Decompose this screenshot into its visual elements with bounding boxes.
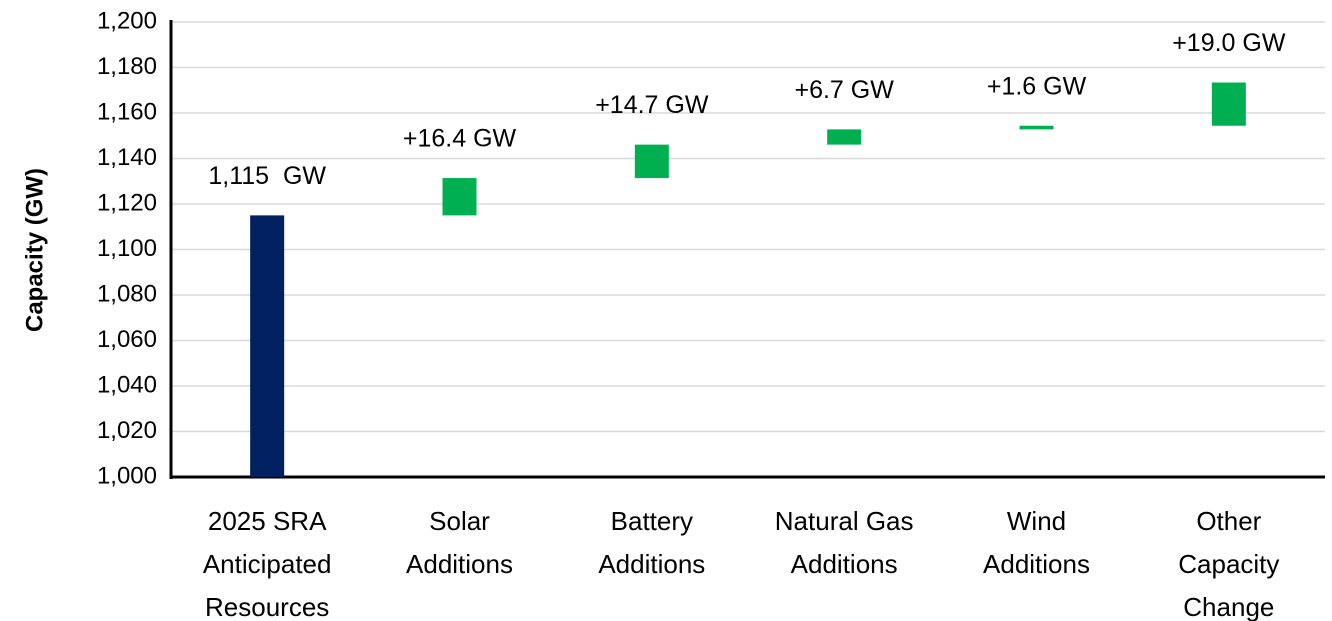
x-tick-label: Solar Additions: [406, 506, 513, 579]
x-tick-label: 2025 SRA Anticipated Resources: [202, 506, 332, 621]
y-axis-label: Capacity (GW): [21, 168, 48, 332]
y-tick-label: 1,160: [97, 98, 157, 125]
data-label: +16.4 GW: [403, 125, 517, 153]
bar: [827, 129, 862, 145]
bar: [442, 178, 477, 216]
y-tick-label: 1,200: [97, 7, 157, 34]
y-tick-label: 1,000: [97, 462, 157, 489]
y-tick-label: 1,060: [97, 326, 157, 353]
y-tick-label: 1,140: [97, 144, 157, 171]
bar: [1019, 125, 1054, 130]
bar: [250, 215, 285, 477]
x-tick-label: Other Capacity Change: [1178, 506, 1280, 621]
x-tick-label: Battery Additions: [598, 506, 706, 579]
x-tick-label: Wind Additions: [983, 506, 1090, 579]
data-label: +6.7 GW: [794, 76, 894, 104]
bar: [634, 144, 669, 179]
data-label: +1.6 GW: [987, 72, 1087, 100]
bar: [1211, 82, 1246, 126]
y-tick-label: 1,080: [97, 280, 157, 307]
y-tick-label: 1,020: [97, 417, 157, 444]
y-tick-label: 1,100: [97, 235, 157, 262]
data-label: +19.0 GW: [1172, 29, 1286, 57]
y-tick-label: 1,120: [97, 189, 157, 216]
y-tick-label: 1,040: [97, 371, 157, 398]
x-tick-label: Natural Gas Additions: [774, 506, 914, 579]
data-label: +14.7 GW: [595, 91, 709, 119]
y-tick-label: 1,180: [97, 53, 157, 80]
data-label: 1,115 GW: [208, 162, 326, 190]
